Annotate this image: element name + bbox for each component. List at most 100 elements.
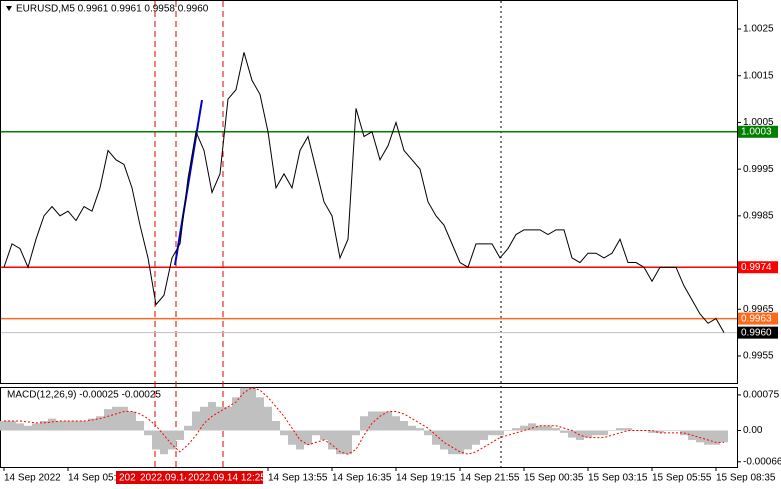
macd-bar	[704, 430, 712, 445]
y-tick-label: 1.0005	[743, 117, 774, 128]
macd-bar	[432, 430, 440, 445]
macd-bar	[200, 406, 208, 431]
macd-bar	[344, 430, 352, 455]
macd-bar	[416, 428, 424, 431]
y-tick-label: 0.9995	[743, 164, 774, 175]
macd-bar	[712, 430, 720, 445]
macd-bar	[264, 406, 272, 431]
macd-bar	[512, 428, 520, 431]
macd-bar	[312, 430, 320, 436]
macd-bar	[656, 430, 664, 433]
y-tick-label: 0.9955	[743, 351, 774, 362]
macd-bar	[304, 430, 312, 445]
y-tick-label: 0.00	[743, 425, 763, 436]
marker-label: 202	[119, 473, 136, 484]
macd-bar	[192, 411, 200, 431]
macd-title: MACD(12,26,9) -0.00025 -0.00025	[7, 390, 161, 401]
marker-label: 2022.09.14 12:25	[188, 473, 266, 484]
macd-bar	[528, 423, 536, 431]
macd-bar	[104, 409, 112, 431]
macd-bar	[56, 421, 64, 431]
macd-bar	[392, 416, 400, 431]
macd-bar	[504, 430, 512, 431]
y-tick-label: -0.00066	[743, 456, 781, 467]
macd-bar	[720, 430, 728, 443]
macd-bar	[536, 425, 544, 431]
macd-bar	[400, 421, 408, 431]
macd-bar	[672, 430, 680, 431]
y-tick-label: 0.9985	[743, 210, 774, 221]
x-tick-label: 14 Sep 19:15	[396, 473, 456, 484]
macd-bar	[88, 418, 96, 431]
macd-bar	[624, 428, 632, 431]
macd-bar	[248, 387, 256, 431]
macd-bar	[48, 418, 56, 431]
macd-bar	[232, 397, 240, 431]
x-tick-label: 15 Sep 03:15	[588, 473, 648, 484]
macd-bar	[584, 430, 592, 438]
macd-bar	[224, 406, 232, 431]
macd-bar	[280, 430, 288, 436]
level-label: 0.9974	[741, 262, 772, 273]
macd-bar	[480, 430, 488, 440]
macd-bar	[640, 430, 648, 431]
macd-bar	[520, 425, 528, 431]
macd-bar	[176, 430, 184, 440]
price-panel	[0, 0, 738, 384]
macd-bar	[664, 430, 672, 431]
macd-bar	[320, 430, 328, 440]
macd-bar	[696, 430, 704, 443]
macd-bar	[424, 430, 432, 436]
macd-bar	[576, 430, 584, 440]
marker-label-box	[186, 471, 263, 484]
macd-bar	[8, 421, 16, 431]
macd-bar	[152, 430, 160, 450]
macd-bar	[384, 411, 392, 431]
macd-bar	[240, 387, 248, 431]
last-price-label: 0.9960	[741, 327, 772, 338]
price-line	[3, 52, 725, 333]
macd-bar	[360, 416, 368, 431]
marker-label-box	[139, 471, 187, 484]
macd-bar	[144, 430, 152, 436]
macd-bar	[440, 430, 448, 450]
x-tick-label: 14 Sep 2022	[4, 473, 61, 484]
macd-bar	[648, 430, 656, 433]
macd-bar	[160, 430, 168, 455]
macd-bar	[600, 430, 608, 436]
y-tick-label: 0.00075	[743, 390, 780, 401]
macd-bar	[288, 430, 296, 445]
level-label-box	[738, 261, 778, 274]
x-tick-label: 15 Sep 00:35	[524, 473, 584, 484]
trend-line	[174, 99, 203, 266]
macd-bar	[112, 406, 120, 431]
macd-bar	[592, 430, 600, 436]
x-tick-label: 14 Sep 05:55	[68, 473, 128, 484]
macd-bar	[80, 421, 88, 431]
marker-label-box	[116, 471, 143, 484]
macd-bar	[552, 428, 560, 431]
x-tick-label: 14 Sep 13:55	[268, 473, 328, 484]
y-tick-label: 1.0025	[743, 24, 774, 35]
level-label: 1.0003	[741, 126, 772, 137]
macd-bar	[560, 430, 568, 433]
macd-bar	[464, 430, 472, 450]
macd-bar	[368, 411, 376, 431]
macd-bar	[64, 421, 72, 431]
macd-bar	[16, 423, 24, 431]
macd-bar	[336, 430, 344, 455]
x-tick-label: 15 Sep 05:55	[652, 473, 712, 484]
macd-bar	[24, 425, 32, 431]
macd-bar	[96, 416, 104, 431]
macd-bar	[32, 423, 40, 431]
macd-bar	[632, 430, 640, 431]
macd-bar	[128, 411, 136, 431]
macd-bar	[0, 421, 8, 431]
macd-bar	[616, 428, 624, 431]
macd-bar	[544, 425, 552, 431]
x-tick-label: 14 Sep 21:55	[460, 473, 520, 484]
chart-title: EURUSD,M5 0.9961 0.9961 0.9958 0.9960	[16, 4, 209, 15]
macd-bar	[40, 421, 48, 431]
marker-label: 2022.09.14	[140, 473, 190, 484]
